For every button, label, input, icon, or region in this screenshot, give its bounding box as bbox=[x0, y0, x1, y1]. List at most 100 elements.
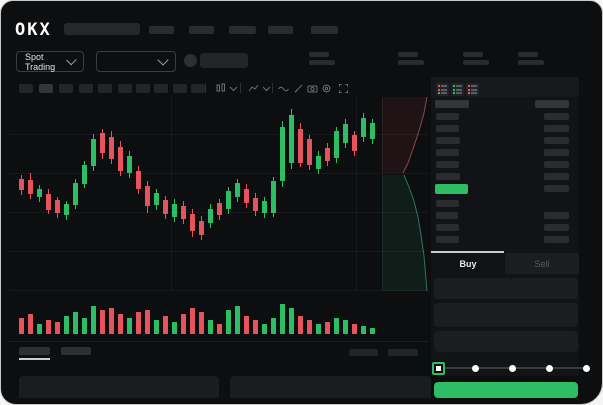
volume-bar bbox=[208, 320, 213, 334]
volume-bar bbox=[289, 308, 294, 334]
nav-item[interactable] bbox=[189, 26, 214, 34]
gridline bbox=[9, 212, 429, 213]
timeframe-button[interactable] bbox=[118, 84, 132, 93]
volume-bar bbox=[73, 312, 78, 334]
candle-body bbox=[46, 194, 51, 210]
gridline bbox=[9, 134, 429, 135]
candle-body bbox=[262, 201, 267, 213]
timeframe-button[interactable] bbox=[191, 84, 205, 93]
book-bids-icon[interactable] bbox=[451, 83, 464, 96]
ask-row-price[interactable] bbox=[436, 149, 459, 156]
timeframe-button[interactable] bbox=[98, 84, 112, 93]
bid-row-price[interactable] bbox=[436, 236, 459, 243]
okx-logo[interactable]: OKX bbox=[15, 20, 52, 40]
chevron-down-icon bbox=[157, 54, 169, 66]
candle-body bbox=[19, 179, 24, 190]
volume-bar bbox=[316, 324, 321, 334]
candlestick-chart-canvas[interactable] bbox=[1, 97, 431, 341]
bid-row-price[interactable] bbox=[436, 212, 458, 219]
candle-body bbox=[271, 181, 276, 213]
volume-bar bbox=[199, 312, 204, 334]
volume-bar bbox=[82, 318, 87, 334]
slider-stop[interactable] bbox=[583, 365, 590, 372]
candle-body bbox=[37, 189, 42, 197]
timeframe-button[interactable] bbox=[59, 84, 73, 93]
camera-icon[interactable] bbox=[306, 82, 319, 95]
pencil-icon[interactable] bbox=[292, 82, 305, 95]
gridline bbox=[382, 97, 383, 291]
gridline bbox=[171, 97, 172, 291]
ask-row-price[interactable] bbox=[436, 137, 460, 144]
ask-row-price[interactable] bbox=[436, 173, 460, 180]
last-price-badge[interactable] bbox=[435, 184, 468, 194]
gridline bbox=[9, 290, 429, 291]
volume-bar bbox=[280, 304, 285, 334]
chevron-down-icon[interactable] bbox=[227, 82, 240, 95]
submit-order-button[interactable] bbox=[434, 382, 578, 398]
volume-bar bbox=[361, 326, 366, 334]
market-type-dropdown[interactable]: Spot Trading bbox=[16, 51, 84, 72]
ask-row-price[interactable] bbox=[436, 125, 459, 132]
slider-stop[interactable] bbox=[546, 365, 553, 372]
order-input-field[interactable] bbox=[434, 278, 578, 299]
range-label[interactable] bbox=[388, 349, 418, 356]
slider-handle[interactable] bbox=[432, 362, 445, 375]
tab-sell[interactable]: Sell bbox=[505, 253, 579, 274]
nav-item[interactable] bbox=[149, 26, 174, 34]
volume-bar bbox=[190, 308, 195, 334]
divider bbox=[272, 83, 273, 93]
slider-stop[interactable] bbox=[472, 365, 479, 372]
timeframe-button[interactable] bbox=[154, 84, 168, 93]
candle-body bbox=[136, 171, 141, 189]
nav-item[interactable] bbox=[268, 26, 293, 34]
expand-icon[interactable] bbox=[337, 82, 350, 95]
candle-body bbox=[100, 133, 105, 153]
chevron-down-icon[interactable] bbox=[260, 82, 273, 95]
order-input-field[interactable] bbox=[434, 331, 578, 352]
bid-row-amount bbox=[544, 224, 569, 231]
symbol-dropdown[interactable] bbox=[96, 51, 176, 72]
volume-bar bbox=[136, 312, 141, 334]
ask-row-price[interactable] bbox=[436, 113, 459, 120]
candle-body bbox=[163, 200, 168, 214]
volume-bar bbox=[127, 318, 132, 334]
avatar[interactable] bbox=[184, 54, 197, 67]
wave-icon[interactable] bbox=[277, 82, 290, 95]
bid-row-price[interactable] bbox=[436, 200, 459, 207]
volume-bar bbox=[298, 316, 303, 334]
search-input[interactable] bbox=[64, 23, 140, 35]
order-input-field[interactable] bbox=[434, 303, 578, 327]
interval-candles-icon[interactable] bbox=[214, 82, 227, 95]
timeframe-button[interactable] bbox=[39, 84, 53, 93]
tab-buy[interactable]: Buy bbox=[431, 253, 505, 274]
timeframe-button[interactable] bbox=[19, 84, 33, 93]
slider-stop[interactable] bbox=[509, 365, 516, 372]
candle-body bbox=[64, 204, 69, 215]
volume-bar bbox=[100, 310, 105, 334]
book-asks-icon[interactable] bbox=[466, 83, 479, 96]
last-row-amount bbox=[544, 185, 569, 192]
gear-icon[interactable] bbox=[320, 82, 333, 95]
ask-row-price[interactable] bbox=[436, 161, 459, 168]
candle-body bbox=[289, 115, 294, 163]
range-label[interactable] bbox=[349, 349, 378, 356]
chart-type-icon[interactable] bbox=[247, 82, 260, 95]
candle-body bbox=[199, 221, 204, 235]
bid-row-price[interactable] bbox=[436, 224, 459, 231]
nav-item[interactable] bbox=[311, 26, 338, 34]
gridline bbox=[9, 173, 429, 174]
volume-bar bbox=[226, 310, 231, 334]
nav-item[interactable] bbox=[229, 26, 256, 34]
book-both-icon[interactable] bbox=[436, 83, 449, 96]
account-button[interactable] bbox=[200, 53, 248, 68]
candle-body bbox=[154, 193, 159, 205]
candle-body bbox=[352, 135, 357, 151]
volume-bar bbox=[55, 322, 60, 334]
volume-bar bbox=[262, 324, 267, 334]
timeframe-button[interactable] bbox=[79, 84, 93, 93]
chart-tab[interactable] bbox=[19, 347, 50, 355]
timeframe-button[interactable] bbox=[136, 84, 150, 93]
chart-tab[interactable] bbox=[61, 347, 91, 355]
timeframe-button[interactable] bbox=[173, 84, 187, 93]
